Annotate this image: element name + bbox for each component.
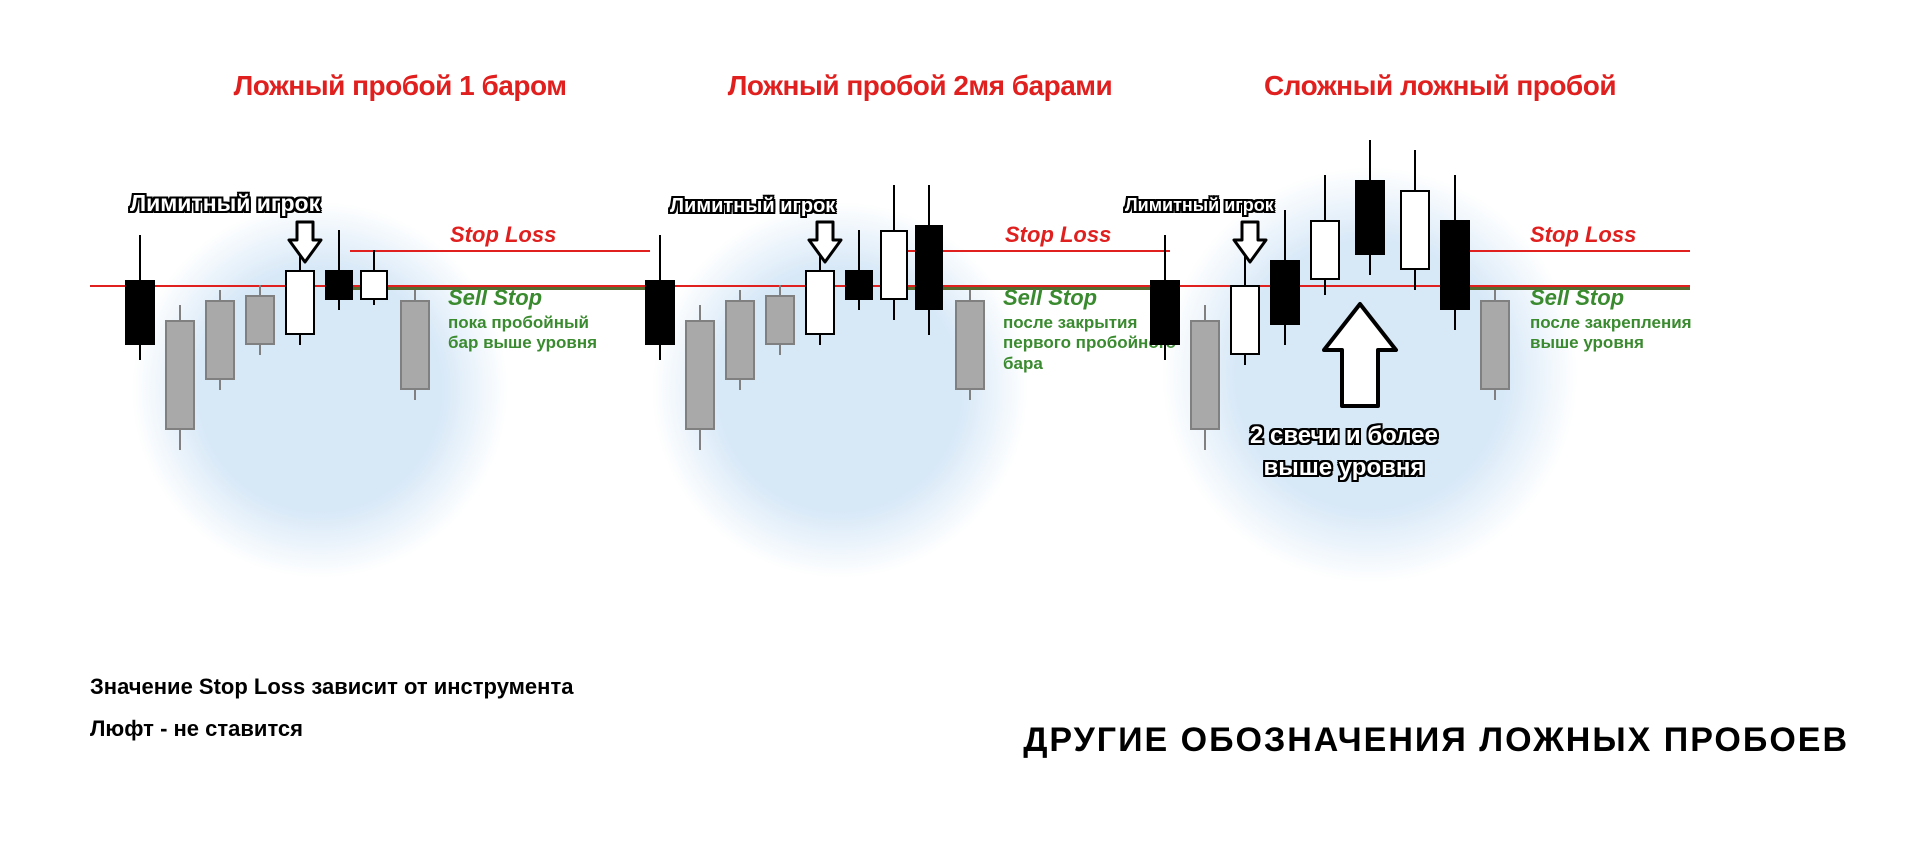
footer-line-1: Значение Stop Loss зависит от инструмент… bbox=[90, 666, 573, 708]
sell-stop-label: Sell Stop bbox=[448, 285, 542, 311]
big-note-label: 2 свечи и более выше уровня bbox=[1250, 420, 1438, 485]
arrow-down-icon bbox=[287, 220, 323, 269]
footer-title: ДРУГИЕ ОБОЗНАЧЕНИЯ ЛОЖНЫХ ПРОБОЕВ bbox=[1023, 721, 1849, 760]
candlestick bbox=[845, 130, 873, 570]
stop-loss-label: Stop Loss bbox=[1530, 222, 1636, 248]
sell-stop-label: Sell Stop bbox=[1003, 285, 1097, 311]
sell-stop-label: Sell Stop bbox=[1530, 285, 1624, 311]
candlestick bbox=[1480, 130, 1510, 570]
footer-notes: Значение Stop Loss зависит от инструмент… bbox=[90, 666, 573, 750]
candlestick bbox=[915, 130, 943, 570]
limit-player-label: Лимитный игрок bbox=[670, 195, 835, 218]
stop-loss-label: Stop Loss bbox=[1005, 222, 1111, 248]
stop-loss-label: Stop Loss bbox=[450, 222, 556, 248]
stop-loss-line bbox=[350, 250, 650, 252]
candlestick bbox=[325, 130, 353, 570]
limit-player-label: Лимитный игрок bbox=[130, 190, 320, 217]
limit-player-label: Лимитный игрок bbox=[1125, 195, 1274, 216]
candlestick bbox=[1440, 130, 1470, 570]
candlestick bbox=[955, 130, 985, 570]
sell-stop-note: пока пробойный бар выше уровня bbox=[448, 313, 597, 354]
candlestick bbox=[1270, 130, 1300, 570]
arrow-down-icon bbox=[807, 220, 843, 269]
arrow-up-icon bbox=[1320, 300, 1400, 415]
arrow-down-icon bbox=[1232, 220, 1268, 269]
panel-title: Сложный ложный пробой bbox=[1130, 70, 1750, 102]
footer-line-2: Люфт - не ставится bbox=[90, 708, 573, 750]
candlestick bbox=[400, 130, 430, 570]
breakout-panel: Сложный ложный пробой Лимитный игрокStop… bbox=[1130, 70, 1750, 590]
candlestick bbox=[360, 130, 388, 570]
candlestick bbox=[880, 130, 908, 570]
chart-area: Лимитный игрокStop LossSell Stopпосле за… bbox=[1130, 130, 1750, 570]
candlestick bbox=[1400, 130, 1430, 570]
sell-stop-note: после закрепления выше уровня bbox=[1530, 313, 1692, 354]
